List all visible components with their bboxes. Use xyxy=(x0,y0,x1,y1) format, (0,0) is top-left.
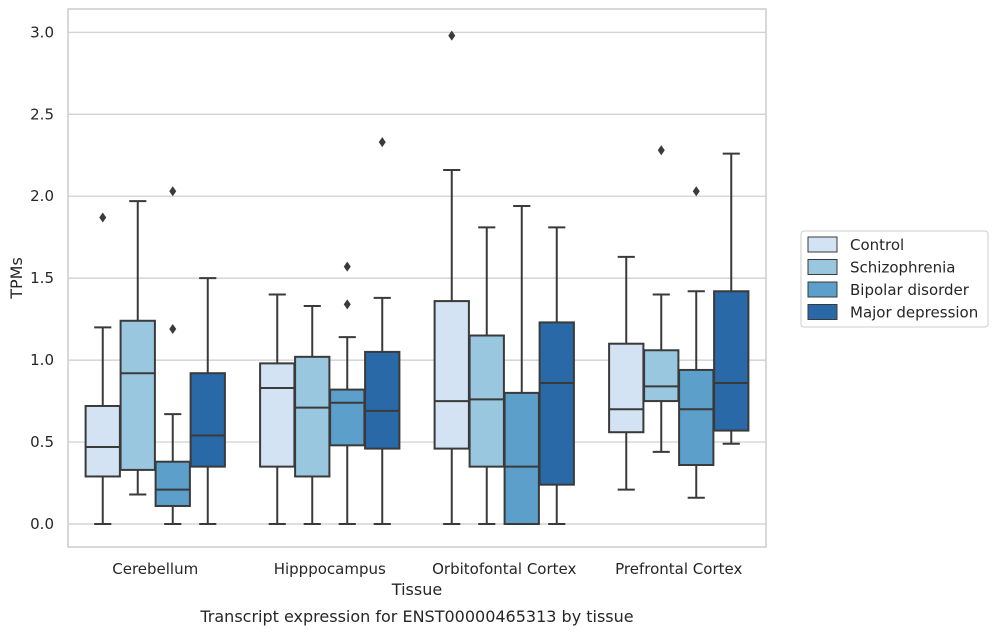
box-schizophrenia xyxy=(294,305,331,525)
legend-swatch xyxy=(807,304,838,320)
outlier-point xyxy=(169,186,177,197)
box-iqr xyxy=(154,460,191,507)
box-control xyxy=(259,293,296,525)
gridlines xyxy=(68,31,766,525)
y-tick-label: 2.0 xyxy=(30,187,54,205)
box-major-depression xyxy=(189,277,226,525)
box-schizophrenia xyxy=(468,226,505,525)
x-tick-label: Prefrontal Cortex xyxy=(615,560,742,578)
y-tick-label: 1.5 xyxy=(30,269,54,287)
y-tick-labels: 0.0 0.5 1.0 1.5 2.0 2.5 3.0 xyxy=(30,23,54,533)
box-schizophrenia xyxy=(119,200,156,496)
outlier-point xyxy=(343,261,351,272)
y-tick-label: 3.0 xyxy=(30,23,54,41)
outlier-point xyxy=(99,212,107,223)
box-major-depression xyxy=(364,137,401,525)
outlier-point xyxy=(692,186,700,197)
box-iqr xyxy=(608,342,645,434)
legend-swatch xyxy=(807,281,838,298)
box-series xyxy=(84,30,750,525)
box-iqr xyxy=(329,388,366,447)
box-control xyxy=(433,30,470,525)
box-major-depression xyxy=(713,152,750,445)
y-tick-label: 2.5 xyxy=(30,105,54,123)
x-axis-label: Tissue xyxy=(391,580,442,599)
legend-swatch xyxy=(807,236,838,253)
legend-swatch xyxy=(807,259,838,275)
box-bipolar-disorder xyxy=(329,261,366,525)
outlier-point xyxy=(343,299,351,310)
box-control xyxy=(84,212,121,525)
box-iqr xyxy=(538,321,575,486)
box-major-depression xyxy=(538,226,575,525)
x-tick-label: Cerebellum xyxy=(112,560,198,578)
x-tick-label: Orbitofontal Cortex xyxy=(432,560,576,578)
y-tick-label: 1.0 xyxy=(30,351,54,369)
legend-frame xyxy=(800,230,989,328)
box-bipolar-disorder xyxy=(503,205,540,525)
y-tick-label: 0.5 xyxy=(30,433,54,451)
y-axis-label: TPMs xyxy=(7,257,26,300)
x-tick-label: Hipppocampus xyxy=(274,560,386,578)
box-iqr xyxy=(503,391,540,525)
x-tick-labels: Cerebellum Hipppocampus Orbitofontal Corte… xyxy=(112,560,742,578)
box-iqr xyxy=(259,362,296,468)
outlier-point xyxy=(378,137,386,148)
y-tick-label: 0.0 xyxy=(30,515,54,533)
chart-caption: Transcript expression for ENST0000046531… xyxy=(199,607,633,626)
legend-label: Schizophrenia xyxy=(850,259,955,277)
outlier-point xyxy=(448,30,456,41)
plot-area xyxy=(67,8,767,548)
box-control xyxy=(608,255,645,491)
outlier-point xyxy=(169,323,177,334)
legend-label: Bipolar disorder xyxy=(850,281,970,299)
box-schizophrenia xyxy=(643,145,680,453)
legend: Control Schizophrenia Bipolar disorder Majo… xyxy=(800,230,989,328)
box-bipolar-disorder xyxy=(154,186,191,525)
box-iqr xyxy=(643,349,680,403)
box-iqr xyxy=(119,319,156,471)
box-iqr xyxy=(189,372,226,468)
box-iqr xyxy=(364,350,401,450)
box-bipolar-disorder xyxy=(678,186,715,499)
box-iqr xyxy=(433,300,470,450)
box-iqr xyxy=(294,355,331,478)
box-iqr xyxy=(84,404,121,478)
box-iqr xyxy=(678,368,715,466)
box-iqr xyxy=(468,334,505,468)
legend-label: Major depression xyxy=(850,304,978,322)
legend-label: Control xyxy=(850,236,904,254)
box-iqr xyxy=(713,290,750,432)
outlier-point xyxy=(657,145,665,156)
